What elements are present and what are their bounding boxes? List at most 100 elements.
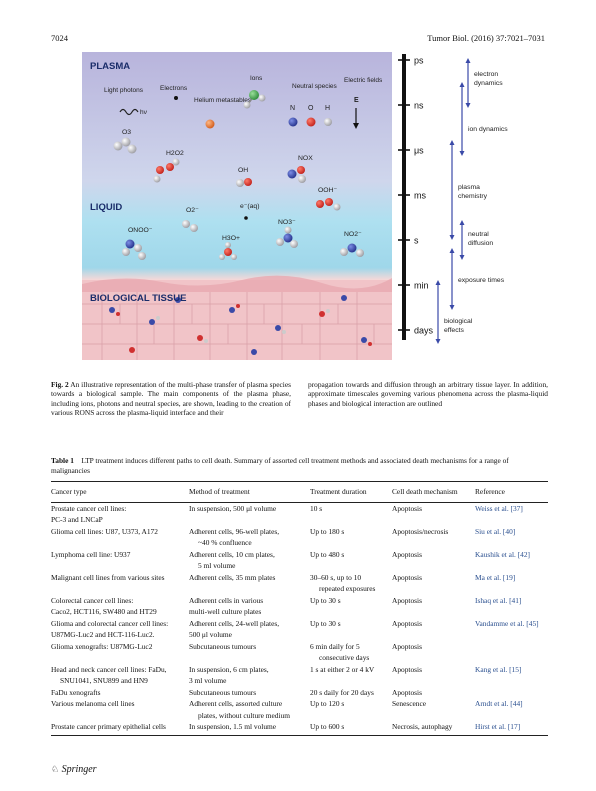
figure-caption-right: propagation towards and diffusion throug… xyxy=(308,380,548,408)
phenomenon-label: biological xyxy=(444,318,473,325)
cancer-type-cell: Prostate cancer cell lines: xyxy=(51,503,127,513)
publisher-name: Springer xyxy=(61,764,97,775)
table-label: Table 1 xyxy=(51,456,74,465)
cancer-type-cell: Various melanoma cell lines xyxy=(51,699,135,709)
duration-cell: Up to 480 s xyxy=(310,549,345,559)
mechanism-cell: Apoptosis/necrosis xyxy=(392,526,449,536)
mechanism-cell: Apoptosis xyxy=(392,503,422,513)
cancer-type-cell xyxy=(51,537,189,549)
no2-label: NO2⁻ xyxy=(344,231,362,238)
header-mechanism: Cell death mechanism xyxy=(392,481,475,503)
reference-cell[interactable]: Ishaq et al. [41] xyxy=(475,595,522,605)
method-cell: 5 ml volume xyxy=(198,561,236,571)
duration-cell xyxy=(310,514,392,526)
journal-citation: Tumor Biol. (2016) 37:7021–7031 xyxy=(427,33,545,43)
arrowhead xyxy=(459,255,465,260)
eaq-label: e⁻(aq) xyxy=(240,203,259,210)
reference-cell[interactable]: Ma et al. [19] xyxy=(475,572,516,582)
cancer-type-cell: Prostate cancer primary epithelial cells xyxy=(51,721,189,737)
table-row: repeated exposures xyxy=(51,583,548,595)
arrowhead xyxy=(459,82,465,87)
duration-cell: Up to 30 s xyxy=(310,595,341,605)
arrowhead xyxy=(459,151,465,156)
mechanism-cell: Apoptosis xyxy=(392,572,422,582)
tissue-molecules xyxy=(109,295,372,355)
figure-label: Fig. 2 xyxy=(51,380,69,389)
reference-cell xyxy=(475,537,548,549)
reference-cell[interactable]: Kaushik et al. [42] xyxy=(475,549,531,559)
cancer-type-cell: Lymphoma cell line: U937 xyxy=(51,549,131,559)
reference-cell[interactable]: Weiss et al. [37] xyxy=(475,503,523,513)
method-cell: In suspension, 500 μl volume xyxy=(189,503,277,513)
mechanism-cell xyxy=(392,560,475,572)
mechanism-cell xyxy=(392,675,475,687)
page-number: 7024 xyxy=(51,33,68,43)
header-method: Method of treatment xyxy=(189,481,310,503)
table-row: Glioma xenografts: U87MG-Luc2 Subcutaneou… xyxy=(51,641,548,653)
table-header-row: Cancer type Method of treatment Treatmen… xyxy=(51,481,548,503)
electric-fields-label: Electric fields xyxy=(344,77,383,84)
hydrogen-atom-icon xyxy=(324,118,332,126)
mechanism-cell xyxy=(392,710,475,722)
mechanism-cell: Apoptosis xyxy=(392,549,422,559)
cancer-type-cell: Glioma cell lines: U87, U373, A172 xyxy=(51,526,158,536)
arrowhead xyxy=(435,280,441,285)
table-row: Lymphoma cell line: U937 Adherent cells, … xyxy=(51,549,548,561)
reference-cell xyxy=(475,514,548,526)
electrons-label: Electrons xyxy=(160,85,188,92)
phenomenon-label: exposure times xyxy=(458,277,505,284)
phenomenon-label: plasma xyxy=(458,184,480,191)
table-row: Colorectal cancer cell lines: Adherent ce… xyxy=(51,595,548,607)
mechanism-cell: Apoptosis xyxy=(392,664,422,674)
reference-cell xyxy=(475,675,548,687)
oh-label: OH xyxy=(238,167,248,174)
phenomenon-label: electron xyxy=(474,71,498,78)
table-caption-text: LTP treatment induces different paths to… xyxy=(51,456,509,475)
no3-molecule-icon xyxy=(276,226,298,248)
phenomenon-label: neutral xyxy=(468,231,489,238)
method-cell xyxy=(189,514,310,526)
method-cell: multi-well culture plates xyxy=(189,607,262,617)
helium-atom-icon xyxy=(205,119,215,129)
table-row: PC-3 and LNCaP xyxy=(51,514,548,526)
h3o-label: H3O+ xyxy=(222,235,240,242)
method-cell: Adherent cells in various xyxy=(189,595,264,605)
table-row: 5 ml volume xyxy=(51,560,548,572)
duration-cell xyxy=(310,629,392,641)
mechanism-cell xyxy=(392,514,475,526)
reference-cell xyxy=(475,583,548,595)
table-row: FaDu xenografts Subcutaneous tumours 20 s … xyxy=(51,687,548,699)
reference-cell xyxy=(475,710,548,722)
electron-icon xyxy=(174,96,178,100)
reference-cell[interactable]: Siu et al. [40] xyxy=(475,526,516,536)
table-row: Glioma and colorectal cancer cell lines:… xyxy=(51,618,548,630)
photon-wave-icon xyxy=(119,108,139,116)
mechanism-cell: Senescence xyxy=(392,699,427,709)
reference-cell[interactable]: Arndt et al. [44] xyxy=(475,699,523,709)
plasma-label: PLASMA xyxy=(90,61,130,72)
duration-cell xyxy=(310,675,392,687)
reference-cell xyxy=(475,629,548,641)
no2-molecule-icon xyxy=(340,243,364,257)
tick-label: ps xyxy=(414,56,424,66)
method-cell: Adherent cells, assorted culture xyxy=(189,699,283,709)
figure-illustration: PLASMA LIQUID BIOLOGICAL TISSUE Light ph… xyxy=(82,52,392,360)
h2o2-molecule-icon xyxy=(153,158,180,183)
nox-label: NOX xyxy=(298,155,313,162)
table-row: Various melanoma cell lines Adherent cell… xyxy=(51,698,548,710)
method-cell: 500 μl volume xyxy=(189,630,232,640)
cancer-type-cell: Colorectal cancer cell lines: xyxy=(51,595,134,605)
table-row: Glioma cell lines: U87, U373, A172 Adhere… xyxy=(51,526,548,538)
publisher-logo: ♘ Springer xyxy=(51,764,97,775)
reference-cell[interactable]: Kang et al. [15] xyxy=(475,664,522,674)
reference-cell[interactable]: Hirst et al. [17] xyxy=(475,721,548,737)
arrowhead xyxy=(449,305,455,310)
cancer-type-cell: PC-3 and LNCaP xyxy=(51,515,103,525)
springer-horse-icon: ♘ xyxy=(51,764,60,774)
cancer-type-cell xyxy=(51,560,189,572)
reference-cell xyxy=(475,606,548,618)
mechanism-cell xyxy=(392,629,475,641)
table-row: consecutive days xyxy=(51,652,548,664)
reference-cell[interactable]: Vandamme et al. [45] xyxy=(475,618,539,628)
o3-molecule-icon xyxy=(113,137,137,154)
